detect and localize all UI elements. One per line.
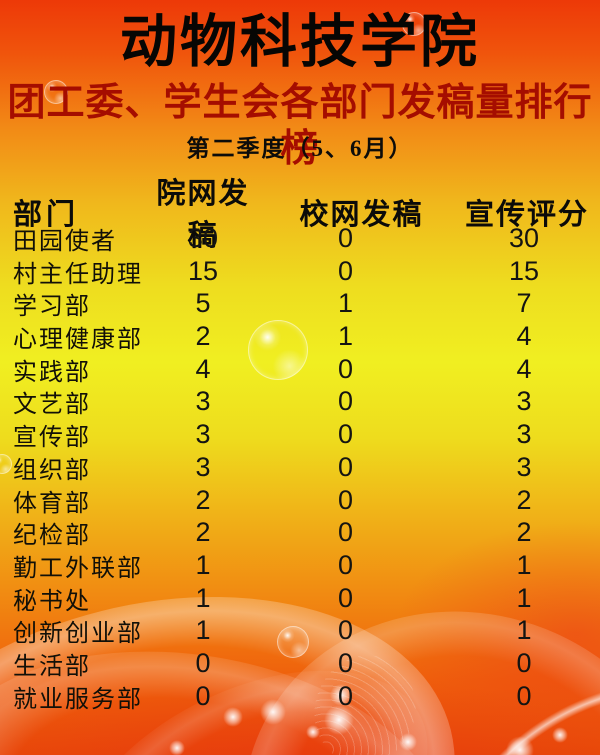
table-row: 心理健康部 2 1 4 — [0, 319, 600, 354]
school-posts-value: 0 — [337, 615, 354, 646]
college-posts-value: 3 — [195, 386, 211, 417]
college-posts-value: 0 — [195, 647, 211, 678]
table-row: 宣传部 3 0 3 — [0, 417, 600, 452]
publicity-score-value: 1 — [516, 549, 532, 580]
table-row: 生活部 0 0 0 — [0, 646, 600, 680]
department-name: 文艺部 — [13, 392, 91, 419]
table-row: 创新创业部 1 0 1 — [0, 613, 600, 648]
college-posts-value: 1 — [195, 615, 211, 646]
soap-bubble — [248, 320, 308, 380]
soap-bubble — [44, 80, 68, 104]
table-row: 组织部 3 0 3 — [0, 450, 600, 484]
school-posts-value: 0 — [337, 647, 354, 678]
school-posts-value: 0 — [337, 419, 354, 450]
department-name: 心理健康部 — [13, 327, 143, 354]
publicity-score-value: 3 — [516, 386, 532, 417]
publicity-score-value: 15 — [508, 255, 540, 286]
school-posts-value: 0 — [337, 386, 354, 417]
col-header-publicity-score: 宣传评分 — [464, 199, 589, 231]
school-posts-value: 1 — [337, 288, 354, 319]
table-row: 就业服务部 0 0 0 — [0, 679, 600, 713]
department-name: 创新创业部 — [13, 621, 143, 648]
table-body: 田园使者 30 0 30 村主任助理 15 0 15 学习部 5 1 7 心理健… — [0, 221, 600, 713]
table-row: 文艺部 3 0 3 — [0, 384, 600, 419]
soap-bubble — [402, 12, 426, 36]
college-posts-value: 15 — [187, 255, 219, 286]
college-posts-value: 1 — [195, 582, 211, 613]
table-header-row: 部门 院网发稿 校网发稿 宣传评分 — [0, 170, 600, 252]
table-row: 体育部 2 0 2 — [0, 483, 600, 517]
publicity-score-value: 1 — [516, 582, 532, 613]
college-posts-value: 2 — [195, 517, 211, 548]
department-name: 田园使者 — [13, 229, 117, 255]
department-name: 体育部 — [13, 490, 91, 517]
publicity-score-value: 7 — [516, 288, 532, 319]
glow-dot — [399, 733, 417, 751]
department-name: 生活部 — [13, 653, 91, 680]
publicity-score-value: 1 — [516, 615, 532, 646]
col-header-college-posts: 院网发稿 — [156, 178, 250, 252]
table-row: 村主任助理 15 0 15 — [0, 254, 600, 288]
department-name: 实践部 — [13, 359, 91, 386]
publicity-score-value: 3 — [516, 419, 532, 450]
school-posts-value: 0 — [337, 549, 354, 580]
publicity-score-value: 4 — [516, 321, 532, 352]
soap-bubble — [277, 626, 309, 658]
department-name: 勤工外联部 — [13, 555, 143, 582]
publicity-score-value: 0 — [516, 680, 532, 711]
glow-dot — [506, 736, 534, 755]
table-row: 田园使者 30 0 30 — [0, 221, 600, 255]
college-posts-value: 4 — [195, 353, 211, 384]
subtitle: 团工委、学生会各部门发稿量排行榜 — [7, 82, 593, 170]
table-row: 秘书处 1 0 1 — [0, 581, 600, 615]
glow-dot — [552, 727, 568, 743]
department-name: 纪检部 — [13, 523, 91, 550]
table-row: 实践部 4 0 4 — [0, 352, 600, 386]
publicity-score-value: 2 — [516, 484, 532, 515]
school-posts-value: 0 — [337, 255, 354, 286]
publicity-score-value: 30 — [508, 223, 540, 253]
glow-dot — [169, 740, 185, 755]
department-name: 宣传部 — [13, 425, 91, 452]
publicity-score-value: 0 — [516, 647, 532, 678]
publicity-score-value: 2 — [516, 517, 532, 548]
page-title: 动物科技学院 — [120, 11, 480, 74]
school-posts-value: 0 — [337, 484, 354, 515]
table-row: 学习部 5 1 7 — [0, 286, 600, 321]
department-name: 就业服务部 — [13, 686, 143, 713]
college-posts-value: 3 — [195, 451, 211, 482]
school-posts-value: 0 — [337, 582, 354, 613]
school-posts-value: 1 — [337, 321, 354, 352]
col-header-department: 部门 — [13, 199, 80, 231]
college-posts-value: 5 — [195, 288, 211, 319]
department-name: 秘书处 — [13, 588, 91, 615]
glow-dot — [306, 725, 320, 739]
school-posts-value: 0 — [337, 353, 354, 384]
department-name: 村主任助理 — [13, 261, 143, 288]
college-posts-value: 3 — [195, 419, 211, 450]
college-posts-value: 1 — [195, 549, 211, 580]
period-label: 第二季度（5、6月） — [186, 136, 414, 161]
table-row: 勤工外联部 1 0 1 — [0, 548, 600, 582]
college-posts-value: 2 — [195, 484, 211, 515]
college-posts-value: 2 — [195, 321, 211, 352]
college-posts-value: 30 — [187, 223, 219, 253]
department-name: 学习部 — [13, 294, 91, 321]
school-posts-value: 0 — [337, 451, 354, 482]
school-posts-value: 0 — [337, 223, 354, 253]
school-posts-value: 0 — [337, 680, 354, 711]
department-name: 组织部 — [13, 457, 91, 484]
col-header-school-posts: 校网发稿 — [299, 199, 424, 231]
table-row: 纪检部 2 0 2 — [0, 515, 600, 550]
college-posts-value: 0 — [195, 680, 211, 711]
publicity-score-value: 4 — [516, 353, 532, 384]
publicity-score-value: 3 — [516, 451, 532, 482]
school-posts-value: 0 — [337, 517, 354, 548]
